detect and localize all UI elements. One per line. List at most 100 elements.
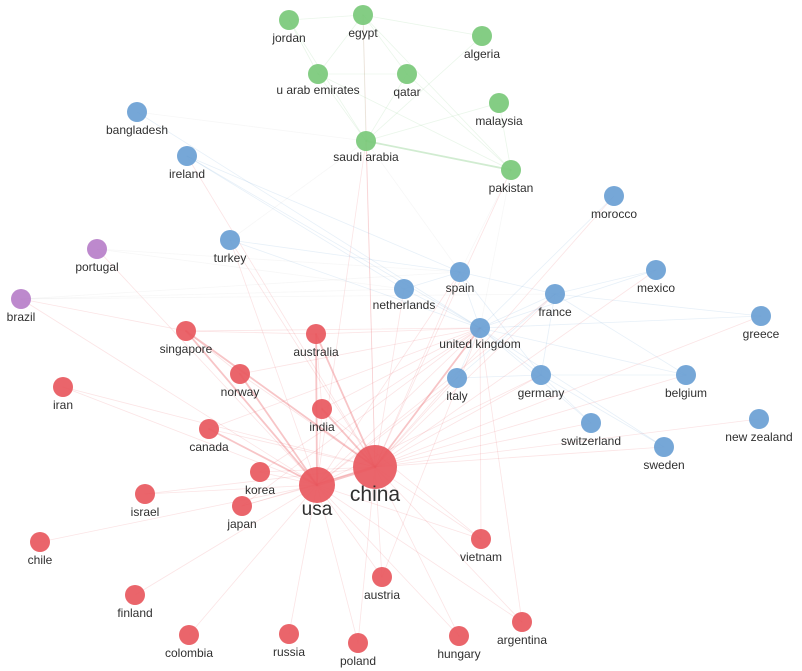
node-bangladesh[interactable] — [127, 102, 147, 122]
node-label-turkey: turkey — [214, 251, 247, 265]
edge-usa-vietnam — [316, 484, 482, 540]
node-label-new_zealand: new zealand — [725, 430, 792, 444]
node-label-ireland: ireland — [169, 167, 205, 181]
edge-egypt-jordan — [288, 14, 364, 21]
node-hungary[interactable] — [449, 626, 469, 646]
edge-ireland-spain — [186, 155, 461, 273]
edge-saudi-jordan — [288, 19, 367, 142]
node-colombia[interactable] — [179, 625, 199, 645]
node-netherlands[interactable] — [394, 279, 414, 299]
node-norway[interactable] — [230, 364, 250, 384]
node-canada[interactable] — [199, 419, 219, 439]
edge-usa-russia — [288, 484, 318, 635]
edge-germany-spain — [459, 271, 542, 376]
edges-layer — [20, 14, 762, 644]
edge-saudi-egypt — [362, 14, 367, 142]
edge-uk-netherlands — [403, 288, 481, 329]
edge-brazil-france — [20, 293, 556, 300]
edge-saudi-spain — [365, 140, 461, 273]
node-label-vietnam: vietnam — [460, 550, 502, 564]
node-label-switzerland: switzerland — [561, 434, 621, 448]
node-usa[interactable] — [299, 467, 335, 503]
edge-egypt-qatar — [362, 14, 408, 75]
edge-usa-austria — [316, 484, 383, 578]
node-label-brazil: brazil — [7, 310, 36, 324]
edge-uk-mexico — [479, 269, 657, 329]
edge-saudi-turkey — [229, 140, 367, 241]
node-mexico[interactable] — [646, 260, 666, 280]
edge-china-hungary — [374, 466, 460, 637]
node-malaysia[interactable] — [489, 93, 509, 113]
edge-china-uk — [374, 327, 481, 468]
edge-usa-italy — [316, 377, 458, 486]
node-switzerland[interactable] — [581, 413, 601, 433]
edge-france-mexico — [554, 269, 657, 295]
node-belgium[interactable] — [676, 365, 696, 385]
edge-australia-uk — [315, 327, 481, 335]
edge-austria-uk — [381, 327, 481, 578]
node-chile[interactable] — [30, 532, 50, 552]
node-japan[interactable] — [232, 496, 252, 516]
edge-turkey-spain — [229, 239, 461, 273]
edge-uk-ireland — [186, 155, 481, 329]
edge-uk-sweden — [479, 327, 665, 448]
node-label-poland: poland — [340, 654, 376, 668]
node-new_zealand[interactable] — [749, 409, 769, 429]
edge-uk-pakistan — [479, 169, 512, 329]
node-ireland[interactable] — [177, 146, 197, 166]
node-poland[interactable] — [348, 633, 368, 653]
node-saudi[interactable] — [356, 131, 376, 151]
node-turkey[interactable] — [220, 230, 240, 250]
node-singapore[interactable] — [176, 321, 196, 341]
node-greece[interactable] — [751, 306, 771, 326]
node-label-iran: iran — [53, 398, 73, 412]
node-vietnam[interactable] — [471, 529, 491, 549]
edge-usa-argentina — [316, 484, 523, 623]
edge-france-greece — [554, 293, 762, 317]
node-france[interactable] — [545, 284, 565, 304]
edge-china-canada — [208, 428, 376, 468]
edge-india-uk — [321, 327, 481, 410]
node-korea[interactable] — [250, 462, 270, 482]
edge-india-vietnam — [321, 408, 482, 540]
node-spain[interactable] — [450, 262, 470, 282]
node-sweden[interactable] — [654, 437, 674, 457]
node-label-netherlands: netherlands — [373, 298, 436, 312]
node-israel[interactable] — [135, 484, 155, 504]
edge-pakistan-spain — [459, 169, 512, 273]
node-china[interactable] — [353, 445, 397, 489]
node-portugal[interactable] — [87, 239, 107, 259]
node-india[interactable] — [312, 399, 332, 419]
node-uk[interactable] — [470, 318, 490, 338]
node-iran[interactable] — [53, 377, 73, 397]
edge-china-saudi — [365, 140, 376, 468]
node-qatar[interactable] — [397, 64, 417, 84]
node-label-pakistan: pakistan — [489, 181, 534, 195]
node-morocco[interactable] — [604, 186, 624, 206]
edge-china-turkey — [229, 239, 376, 468]
node-brazil[interactable] — [11, 289, 31, 309]
edge-brazil-netherlands — [20, 288, 405, 300]
node-algeria[interactable] — [472, 26, 492, 46]
node-label-argentina: argentina — [497, 633, 547, 647]
node-egypt[interactable] — [353, 5, 373, 25]
node-finland[interactable] — [125, 585, 145, 605]
edge-germany-france — [540, 293, 556, 376]
node-germany[interactable] — [531, 365, 551, 385]
node-jordan[interactable] — [279, 10, 299, 30]
node-italy[interactable] — [447, 368, 467, 388]
node-pakistan[interactable] — [501, 160, 521, 180]
edge-pakistan-malaysia — [498, 102, 512, 171]
node-austria[interactable] — [372, 567, 392, 587]
labels-layer: china usa singapore australia iran norway indi… — [7, 26, 793, 668]
node-russia[interactable] — [279, 624, 299, 644]
node-label-malaysia: malaysia — [475, 114, 523, 128]
edge-usa-chile — [39, 484, 318, 543]
edge-singapore-brazil — [20, 298, 187, 332]
node-australia[interactable] — [306, 324, 326, 344]
node-uae[interactable] — [308, 64, 328, 84]
node-argentina[interactable] — [512, 612, 532, 632]
node-label-morocco: morocco — [591, 207, 637, 221]
edge-saudi-uae — [317, 73, 367, 142]
